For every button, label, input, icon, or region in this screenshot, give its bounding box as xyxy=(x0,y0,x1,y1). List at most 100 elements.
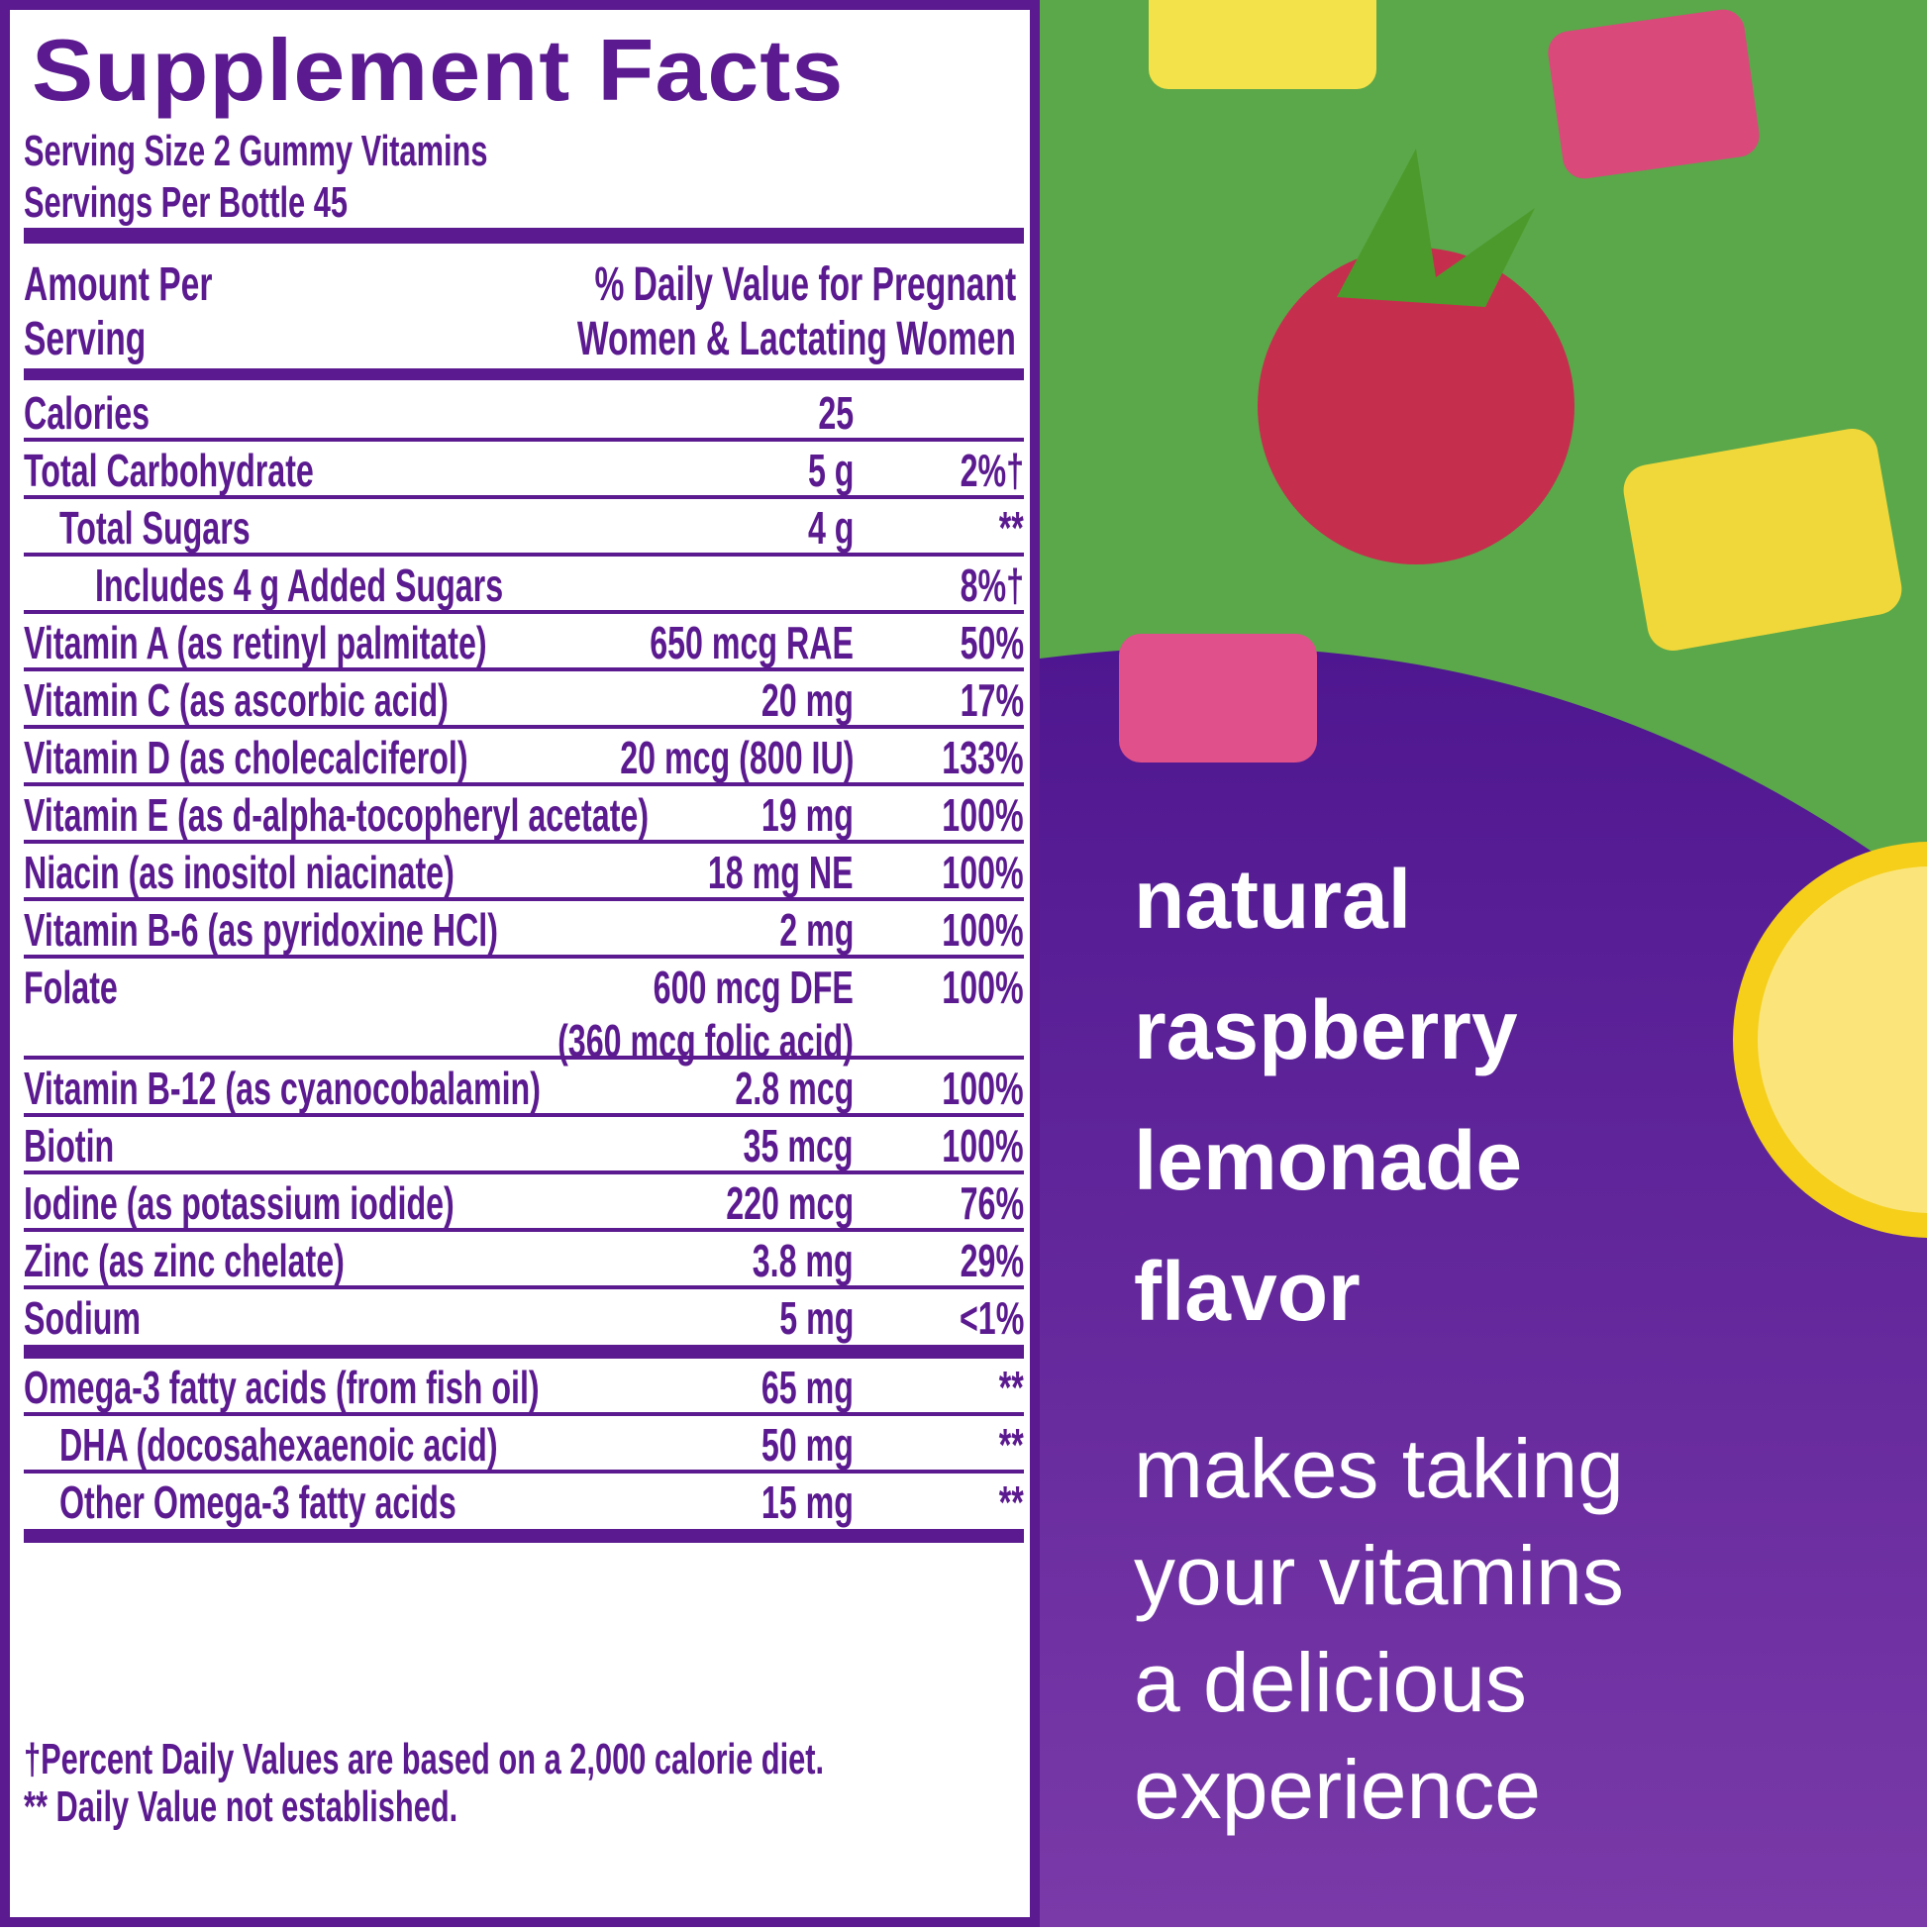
flavor-text-line: lemonade xyxy=(1134,1114,1523,1207)
nutrient-name: Biotin xyxy=(24,1120,115,1171)
nutrient-row: Vitamin E (as d-alpha-tocopheryl acetate… xyxy=(24,786,1024,844)
nutrient-amount: 600 mcg DFE (360 mcg folic acid) xyxy=(558,962,854,1067)
nutrient-daily-value: 29% xyxy=(960,1235,1024,1286)
supplement-facts-label: Supplement Facts Serving Size 2 Gummy Vi… xyxy=(0,0,1040,1927)
nutrient-daily-value: <1% xyxy=(959,1292,1024,1344)
nutrient-amount: 5 mg xyxy=(778,1292,854,1344)
label-title: Supplement Facts xyxy=(32,21,845,119)
nutrient-amount: 18 mg NE xyxy=(708,847,854,898)
nutrient-daily-value: 100% xyxy=(942,1120,1024,1171)
raspberry-icon xyxy=(1258,149,1574,564)
nutrient-amount: 220 mcg xyxy=(726,1177,854,1229)
nutrient-row: Zinc (as zinc chelate) 3.8 mg 29% xyxy=(24,1232,1024,1289)
nutrient-name: Omega-3 fatty acids (from fish oil) xyxy=(24,1362,540,1413)
nutrient-daily-value: 8%† xyxy=(960,559,1024,611)
nutrient-row: Total Carbohydrate 5 g 2%† xyxy=(24,442,1024,499)
nutrient-amount: 15 mg xyxy=(761,1476,854,1528)
nutrient-row: Other Omega-3 fatty acids 15 mg ** xyxy=(24,1474,1024,1543)
nutrient-row: Omega-3 fatty acids (from fish oil) 65 m… xyxy=(24,1359,1024,1416)
serving-size: Serving Size 2 Gummy Vitamins xyxy=(24,127,488,175)
nutrient-daily-value: ** xyxy=(998,1419,1024,1471)
nutrient-amount: 65 mg xyxy=(761,1362,854,1413)
nutrient-name: Total Sugars xyxy=(59,502,251,554)
nutrient-row: Total Sugars 4 g ** xyxy=(24,499,1024,557)
nutrient-name: Vitamin C (as ascorbic acid) xyxy=(24,674,449,726)
nutrient-name: Niacin (as inositol niacinate) xyxy=(24,847,455,898)
nutrient-daily-value: 100% xyxy=(942,1063,1024,1114)
nutrient-name: Calories xyxy=(24,387,151,439)
nutrient-daily-value: 17% xyxy=(960,674,1024,726)
nutrient-amount: 5 g xyxy=(807,445,854,496)
nutrient-row: Vitamin B-6 (as pyridoxine HCl) 2 mg 100… xyxy=(24,901,1024,959)
nutrient-name: Vitamin B-6 (as pyridoxine HCl) xyxy=(24,904,498,956)
flavor-text-line: natural xyxy=(1134,853,1412,946)
nutrient-row: Vitamin B-12 (as cyanocobalamin) 2.8 mcg… xyxy=(24,1060,1024,1117)
nutrient-name: Vitamin B-12 (as cyanocobalamin) xyxy=(24,1063,541,1114)
promo-artwork xyxy=(1040,0,1927,1927)
nutrient-row: Niacin (as inositol niacinate) 18 mg NE … xyxy=(24,844,1024,901)
nutrient-name: Folate xyxy=(24,962,118,1013)
raspberry-gummy xyxy=(1548,9,1760,179)
nutrient-row: Biotin 35 mcg 100% xyxy=(24,1117,1024,1174)
nutrient-name: Includes 4 g Added Sugars xyxy=(95,559,504,611)
flavor-text-line: flavor xyxy=(1134,1245,1361,1338)
nutrient-row: DHA (docosahexaenoic acid) 50 mg ** xyxy=(24,1416,1024,1474)
flavor-text-line: raspberry xyxy=(1134,983,1518,1076)
nutrient-row: Vitamin A (as retinyl palmitate) 650 mcg… xyxy=(24,614,1024,671)
amount-per-serving-header: Amount Per Serving xyxy=(24,258,213,365)
nutrient-row: Sodium 5 mg <1% xyxy=(24,1289,1024,1359)
tagline-text-line: a delicious xyxy=(1134,1636,1527,1729)
nutrient-row: Vitamin C (as ascorbic acid) 20 mg 17% xyxy=(24,671,1024,729)
nutrient-daily-value: 100% xyxy=(942,789,1024,841)
nutrient-amount: 25 xyxy=(818,387,854,439)
nutrient-row: Vitamin D (as cholecalciferol) 20 mcg (8… xyxy=(24,729,1024,786)
nutrient-name: Zinc (as zinc chelate) xyxy=(24,1235,345,1286)
tagline-text-line: makes taking xyxy=(1134,1422,1624,1515)
nutrient-daily-value: 100% xyxy=(942,904,1024,956)
nutrient-name: Vitamin E (as d-alpha-tocopheryl acetate… xyxy=(24,789,650,841)
lemon-slice-icon xyxy=(1733,842,1927,1238)
nutrient-amount: 4 g xyxy=(807,502,854,554)
nutrient-daily-value: 100% xyxy=(942,962,1024,1013)
nutrient-name: Sodium xyxy=(24,1292,142,1344)
nutrient-name: Vitamin A (as retinyl palmitate) xyxy=(24,617,487,668)
nutrient-name: Iodine (as potassium iodide) xyxy=(24,1177,455,1229)
nutrient-name: Vitamin D (as cholecalciferol) xyxy=(24,732,468,783)
nutrient-daily-value: 50% xyxy=(960,617,1024,668)
nutrient-row: Iodine (as potassium iodide) 220 mcg 76% xyxy=(24,1174,1024,1232)
footnote: †Percent Daily Values are based on a 2,0… xyxy=(24,1735,825,1783)
footnote: ** Daily Value not established. xyxy=(24,1782,458,1831)
nutrient-row: Includes 4 g Added Sugars 8%† xyxy=(24,557,1024,614)
tagline-text-line: experience xyxy=(1134,1743,1541,1836)
nutrient-amount: 650 mcg RAE xyxy=(650,617,854,668)
nutrient-row: Calories 25 xyxy=(24,384,1024,442)
nutrient-amount: 3.8 mg xyxy=(752,1235,854,1286)
nutrient-name: Total Carbohydrate xyxy=(24,445,314,496)
nutrient-amount: 35 mcg xyxy=(744,1120,854,1171)
nutrient-daily-value: 2%† xyxy=(960,445,1024,496)
nutrient-amount: 2 mg xyxy=(778,904,854,956)
nutrient-daily-value: 100% xyxy=(942,847,1024,898)
nutrient-amount: 50 mg xyxy=(761,1419,854,1471)
nutrient-name: Other Omega-3 fatty acids xyxy=(59,1476,456,1528)
nutrient-amount: 19 mg xyxy=(761,789,854,841)
nutrient-daily-value: 76% xyxy=(960,1177,1024,1229)
tagline-text-line: your vitamins xyxy=(1134,1529,1624,1622)
nutrient-amount: 20 mcg (800 IU) xyxy=(619,732,854,783)
raspberry-gummy xyxy=(1119,634,1317,763)
divider-thick xyxy=(24,368,1024,380)
nutrient-daily-value: 133% xyxy=(942,732,1024,783)
divider-thick xyxy=(24,228,1024,244)
nutrient-daily-value: ** xyxy=(998,1362,1024,1413)
nutrient-row: Folate 600 mcg DFE (360 mcg folic acid) 1… xyxy=(24,959,1024,1067)
nutrient-amount: 2.8 mcg xyxy=(735,1063,854,1114)
nutrient-name: DHA (docosahexaenoic acid) xyxy=(59,1419,498,1471)
nutrient-daily-value: ** xyxy=(998,502,1024,554)
lemon-gummy xyxy=(1623,428,1902,652)
nutrient-daily-value: ** xyxy=(998,1476,1024,1528)
purple-swoosh xyxy=(1040,647,1927,1927)
servings-per-bottle: Servings Per Bottle 45 xyxy=(24,178,348,227)
lemon-gummy xyxy=(1149,0,1376,89)
daily-value-header: % Daily Value for Pregnant Women & Lacta… xyxy=(576,258,1016,365)
nutrient-amount: 20 mg xyxy=(761,674,854,726)
